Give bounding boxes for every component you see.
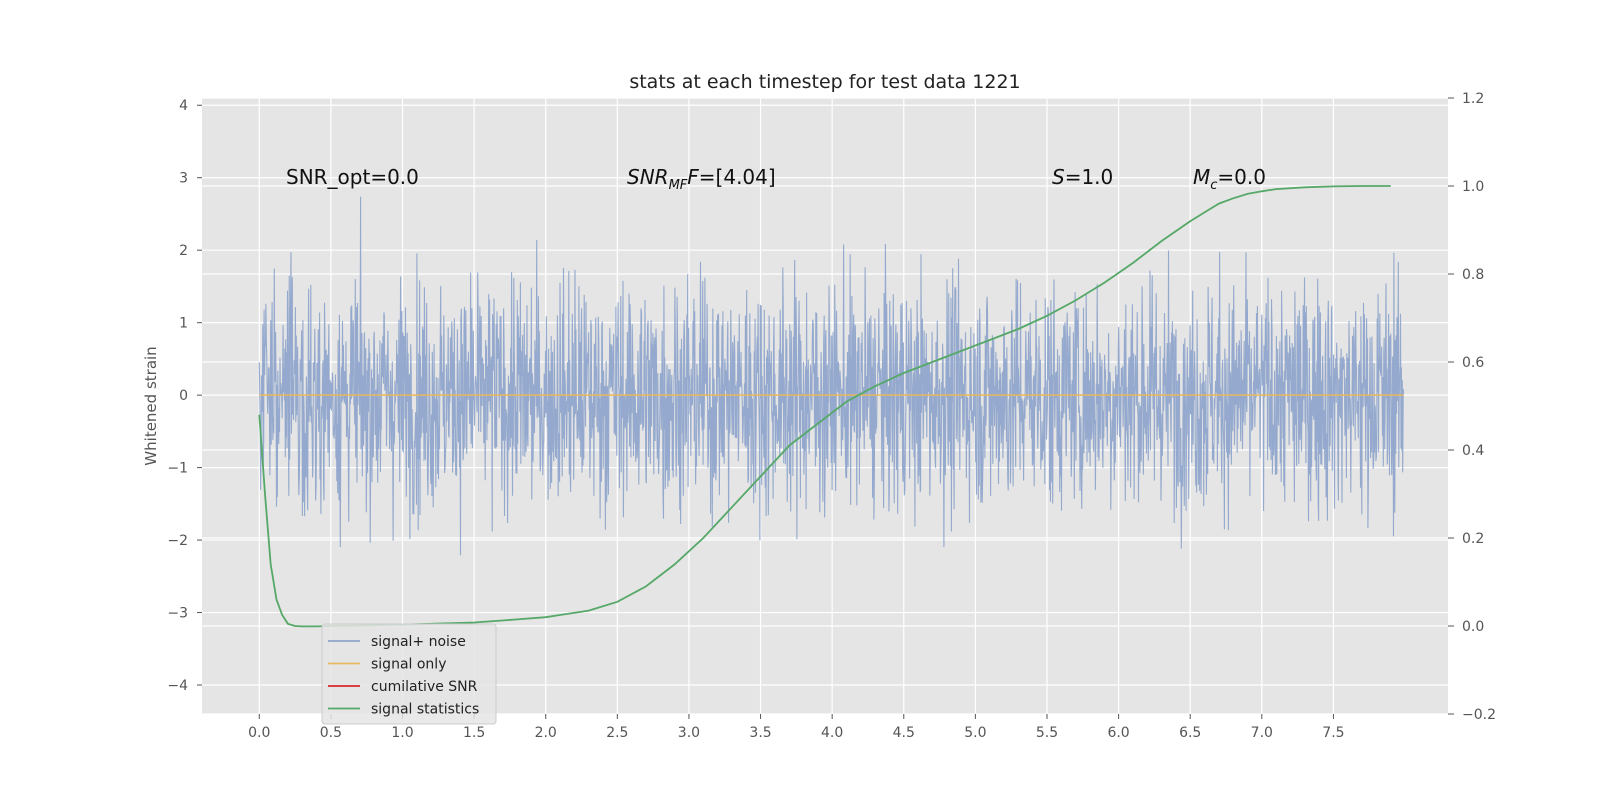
mc-main: M: [1193, 165, 1210, 189]
legend: signal+ noise signal only cumilative SNR si…: [321, 623, 497, 725]
chart-title: stats at each timestep for test data 122…: [629, 71, 1020, 93]
signal-noise-trace: [258, 196, 1405, 556]
snr-mf-value: =[4.04]: [699, 165, 776, 189]
legend-label: signal+ noise: [371, 634, 466, 650]
left-y-tick-label: 3: [179, 171, 188, 187]
x-tick-label: 1.5: [463, 725, 485, 741]
left-y-tick-label: −3: [167, 606, 188, 622]
snr-mf-sub: MF: [669, 178, 688, 193]
snr-mf-f: F: [687, 165, 699, 189]
snr-mf-main: SNR: [627, 165, 669, 189]
x-tick-label: 3.0: [678, 725, 700, 741]
s-value: =1.0: [1065, 165, 1114, 189]
annotation-snr-opt: SNR_opt=0.0: [286, 165, 419, 189]
left-y-tick-label: 1: [179, 316, 188, 332]
left-y-tick-label: −4: [167, 678, 188, 694]
right-y-tick-label: 0.6: [1462, 355, 1484, 371]
legend-label: cumilative SNR: [371, 679, 478, 695]
right-y-tick-label: 0.8: [1462, 267, 1484, 283]
annotation-s: S=1.0: [1052, 165, 1113, 189]
s-main: S: [1052, 165, 1065, 189]
right-y-tick-label: 1.0: [1462, 179, 1484, 195]
right-y-tick-label: 0.0: [1462, 619, 1484, 635]
mc-value: =0.0: [1217, 165, 1266, 189]
x-tick-label: 1.0: [391, 725, 413, 741]
right-y-tick-label: −0.2: [1462, 707, 1496, 723]
series-signal-noise: [258, 196, 1405, 556]
legend-box: [321, 623, 497, 725]
y-axis-label: Whitened strain: [142, 346, 160, 465]
right-y-tick-label: 0.4: [1462, 443, 1484, 459]
left-y-tick-label: −1: [167, 461, 188, 477]
x-tick-label: 7.0: [1251, 725, 1273, 741]
x-tick-label: 7.5: [1322, 725, 1344, 741]
right-y-tick-label: 1.2: [1462, 91, 1484, 107]
left-y-tick-label: 2: [179, 243, 188, 259]
x-tick-label: 2.0: [535, 725, 557, 741]
annotation-snr-mf: SNRMFF=[4.04]: [627, 165, 776, 193]
legend-label: signal statistics: [371, 702, 479, 718]
x-tick-label: 4.5: [893, 725, 915, 741]
legend-label: signal only: [371, 657, 446, 673]
left-y-tick-label: −2: [167, 533, 188, 549]
series-signal-statistics: [258, 185, 1391, 628]
x-tick-label: 6.5: [1179, 725, 1201, 741]
right-y-tick-label: 0.2: [1462, 531, 1484, 547]
x-tick-label: 5.0: [964, 725, 986, 741]
annotation-mc: Mc=0.0: [1193, 165, 1266, 193]
x-tick-label: 0.0: [248, 725, 270, 741]
x-tick-label: 4.0: [821, 725, 843, 741]
x-axis-ticks: 0.0 0.5 1.0 1.5 2.0 2.5 3.0 3.5 4.0 4.5 5.0 5.5 6.0 6…: [248, 714, 1345, 741]
x-tick-label: 0.5: [320, 725, 342, 741]
right-y-axis-ticks: 1.2 1.0 0.8 0.6 0.4 0.2 0.0 −0.2: [1448, 91, 1496, 723]
left-y-tick-label: 0: [179, 388, 188, 404]
x-tick-label: 2.5: [606, 725, 628, 741]
x-tick-label: 3.5: [749, 725, 771, 741]
x-tick-label: 5.5: [1036, 725, 1058, 741]
mc-sub: c: [1210, 178, 1217, 193]
x-tick-label: 6.0: [1107, 725, 1129, 741]
left-y-axis-ticks: 4 3 2 1 0 −1 −2 −3 −4: [167, 98, 202, 694]
left-y-tick-label: 4: [179, 98, 188, 114]
